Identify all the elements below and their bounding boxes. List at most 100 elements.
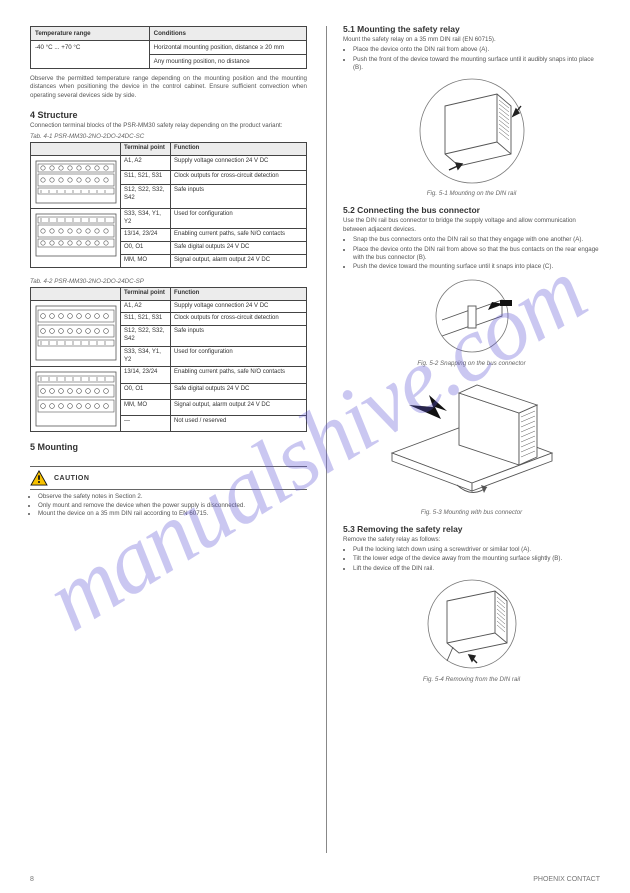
section-title-structure: 4 Structure bbox=[30, 110, 307, 120]
figure-caption-1: Fig. 5-1 Mounting on the DIN rail bbox=[343, 190, 600, 197]
table-row: A1, A2Supply voltage connection 24 V DC bbox=[31, 300, 307, 313]
list-item: Only mount and remove the device when th… bbox=[38, 502, 307, 510]
figure-2: Fig. 5-2 Snapping on the bus connector bbox=[343, 276, 600, 367]
figure-1: Fig. 5-1 Mounting on the DIN rail bbox=[343, 76, 600, 197]
tB-r7c0: — bbox=[121, 416, 171, 432]
figure-caption-3: Fig. 5-3 Mounting with bus connector bbox=[343, 509, 600, 516]
tA-r0c0: A1, A2 bbox=[121, 155, 171, 170]
tB-r1c1: Clock outputs for cross-circuit detectio… bbox=[171, 313, 307, 326]
tA-r1c1: Clock outputs for cross-circuit detectio… bbox=[171, 170, 307, 185]
tA-r3c0: S33, S34, Y1, Y2 bbox=[121, 208, 171, 229]
rc-list-3: Pull the locking latch down using a scre… bbox=[343, 546, 600, 573]
tB-r7c1: Not used / reserved bbox=[171, 416, 307, 432]
figure-4: Fig. 5-4 Removing from the DIN rail bbox=[343, 577, 600, 683]
section-title-mounting: 5 Mounting bbox=[30, 442, 307, 452]
tB-r5c1: Safe digital outputs 24 V DC bbox=[171, 383, 307, 399]
tA-h0 bbox=[31, 143, 121, 156]
t1-c1: -40 °C ... +70 °C bbox=[31, 41, 150, 69]
tB-h2: Function bbox=[171, 287, 307, 300]
terminal-image-A-bot bbox=[31, 208, 121, 267]
tA-h1: Terminal point bbox=[121, 143, 171, 156]
tB-r5c0: O0, O1 bbox=[121, 383, 171, 399]
tA-r0c1: Supply voltage connection 24 V DC bbox=[171, 155, 307, 170]
figure-3: Fig. 5-3 Mounting with bus connector bbox=[343, 375, 600, 516]
tA-r5c1: Safe digital outputs 24 V DC bbox=[171, 242, 307, 255]
rc-p3: Remove the safety relay as follows: bbox=[343, 536, 600, 544]
tableB-caption: Tab. 4-2 PSR-MM30-2NO-2DO-24DC-SP bbox=[30, 278, 307, 285]
tB-r2c1: Safe inputs bbox=[171, 326, 307, 347]
tB-r0c0: A1, A2 bbox=[121, 300, 171, 313]
tB-r3c1: Used for configuration bbox=[171, 346, 307, 367]
rc-heading-2: 5.2 Connecting the bus connector bbox=[343, 205, 600, 215]
t1-c2: Horizontal mounting position, distance ≥… bbox=[149, 41, 306, 55]
page-number: 8 bbox=[30, 876, 34, 883]
right-column: 5.1 Mounting the safety relay Mount the … bbox=[325, 24, 600, 691]
table-row: A1, A2 Supply voltage connection 24 V DC bbox=[31, 155, 307, 170]
list-item: Push the front of the device toward the … bbox=[353, 56, 600, 73]
terminal-block-icon bbox=[35, 371, 117, 427]
figure-caption-2: Fig. 5-2 Snapping on the bus connector bbox=[343, 360, 600, 367]
tA-r3c1: Used for configuration bbox=[171, 208, 307, 229]
rc-p2: Use the DIN rail bus connector to bridge… bbox=[343, 217, 600, 234]
din-rail-mount-icon bbox=[407, 76, 537, 186]
bus-connector-snap-icon bbox=[422, 276, 522, 356]
terminal-block-icon bbox=[35, 160, 117, 204]
t1-head-1: Temperature range bbox=[31, 27, 150, 41]
list-item: Tilt the lower edge of the device away f… bbox=[353, 555, 600, 563]
page-footer: 8 PHOENIX CONTACT bbox=[30, 876, 600, 883]
terminal-block-icon bbox=[35, 213, 117, 257]
caution-bar: CAUTION bbox=[30, 466, 307, 490]
tA-r6c1: Signal output, alarm output 24 V DC bbox=[171, 255, 307, 268]
list-item: Push the device toward the mounting surf… bbox=[353, 263, 600, 271]
terminal-block-icon bbox=[35, 305, 117, 361]
rc-heading-3: 5.3 Removing the safety relay bbox=[343, 524, 600, 534]
structure-subtitle: Connection terminal blocks of the PSR-MM… bbox=[30, 122, 307, 129]
tA-r4c0: 13/14, 23/24 bbox=[121, 229, 171, 242]
tB-r6c1: Signal output, alarm output 24 V DC bbox=[171, 399, 307, 415]
t1-head-2: Conditions bbox=[149, 27, 306, 41]
list-item: Lift the device off the DIN rail. bbox=[353, 565, 600, 573]
terminal-table-B: Terminal point Function bbox=[30, 287, 307, 433]
tB-h1: Terminal point bbox=[121, 287, 171, 300]
list-item: Snap the bus connectors onto the DIN rai… bbox=[353, 236, 600, 244]
figure-caption-4: Fig. 5-4 Removing from the DIN rail bbox=[343, 676, 600, 683]
tB-r3c0: S33, S34, Y1, Y2 bbox=[121, 346, 171, 367]
tB-r0c1: Supply voltage connection 24 V DC bbox=[171, 300, 307, 313]
list-item: Pull the locking latch down using a scre… bbox=[353, 546, 600, 554]
tA-h2: Function bbox=[171, 143, 307, 156]
list-item: Mount the device on a 35 mm DIN rail acc… bbox=[38, 510, 307, 518]
rc-list-2: Snap the bus connectors onto the DIN rai… bbox=[343, 236, 600, 271]
tA-r2c0: S12, S22, S32, S42 bbox=[121, 185, 171, 209]
column-divider bbox=[326, 26, 327, 853]
list-item: Observe the safety notes in Section 2. bbox=[38, 493, 307, 501]
tA-r1c0: S11, S21, S31 bbox=[121, 170, 171, 185]
table-row: 13/14, 23/24Enabling current paths, safe… bbox=[31, 367, 307, 383]
t1-c2b: Any mounting position, no distance bbox=[149, 55, 306, 69]
table-row: S33, S34, Y1, Y2Used for configuration bbox=[31, 208, 307, 229]
tA-r4c1: Enabling current paths, safe N/O contact… bbox=[171, 229, 307, 242]
tableA-caption: Tab. 4-1 PSR-MM30-2NO-2DO-24DC-SC bbox=[30, 133, 307, 140]
terminal-table-A: Terminal point Function bbox=[30, 142, 307, 268]
terminal-image-A-top bbox=[31, 155, 121, 208]
terminal-image-B-bot bbox=[31, 367, 121, 432]
tB-h0 bbox=[31, 287, 121, 300]
rc-p1: Mount the safety relay on a 35 mm DIN ra… bbox=[343, 36, 600, 44]
tB-r4c0: 13/14, 23/24 bbox=[121, 367, 171, 383]
left-column: Temperature range Conditions -40 °C ... … bbox=[30, 24, 325, 691]
tB-r2c0: S12, S22, S32, S42 bbox=[121, 326, 171, 347]
tB-r6c0: MM, MO bbox=[121, 399, 171, 415]
rc-list-1: Place the device onto the DIN rail from … bbox=[343, 46, 600, 72]
list-item: Place the device onto the DIN rail from … bbox=[353, 46, 600, 54]
rc-heading-1: 5.1 Mounting the safety relay bbox=[343, 24, 600, 34]
tA-r2c1: Safe inputs bbox=[171, 185, 307, 209]
caution-label: CAUTION bbox=[54, 475, 89, 482]
footer-brand: PHOENIX CONTACT bbox=[533, 876, 600, 883]
bus-connector-mount-icon bbox=[387, 375, 557, 505]
tA-r6c0: MM, MO bbox=[121, 255, 171, 268]
caution-list: Observe the safety notes in Section 2. O… bbox=[30, 493, 307, 518]
page: Temperature range Conditions -40 °C ... … bbox=[0, 0, 630, 893]
warning-icon bbox=[30, 470, 48, 486]
tB-r4c1: Enabling current paths, safe N/O contact… bbox=[171, 367, 307, 383]
terminal-image-B-top bbox=[31, 300, 121, 367]
tA-r5c0: O0, O1 bbox=[121, 242, 171, 255]
